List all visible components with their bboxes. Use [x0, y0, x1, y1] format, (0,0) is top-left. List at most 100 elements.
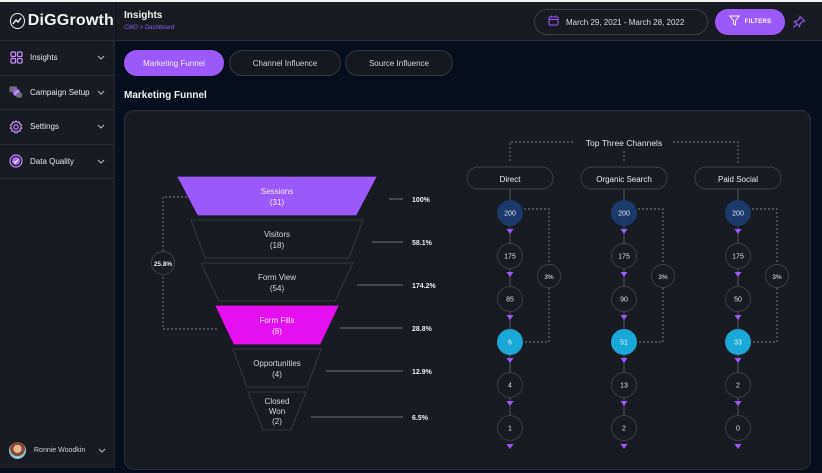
channel-node[interactable] [725, 286, 751, 312]
funnel-stage-closed-won[interactable] [247, 391, 307, 431]
page-title: Insights [124, 10, 163, 21]
channel-conversion-bubble [537, 264, 561, 288]
channel-conversion-bubble [765, 264, 789, 288]
funnel-stage-percent: 6.5% [412, 415, 429, 422]
channel-node[interactable] [725, 329, 751, 355]
sidebar-item-data-quality[interactable]: Data Quality [0, 145, 114, 179]
channel-node[interactable] [611, 372, 637, 398]
check-badge-icon [9, 154, 23, 168]
channel-node-value: 2 [622, 426, 626, 433]
flow-arrow-icon [620, 229, 628, 234]
user-menu[interactable]: Ronnie Woodkin [0, 432, 115, 468]
channel-node[interactable] [497, 243, 523, 269]
channel-node-value: 33 [734, 340, 742, 347]
channel-conversion-bracket [752, 208, 778, 343]
channel-node[interactable] [497, 329, 523, 355]
funnel-stage-percent: 58.1% [412, 240, 433, 247]
channel-node-value: 51 [620, 340, 628, 347]
channel-node-value: 175 [618, 254, 630, 261]
sidebar-item-campaign-setup[interactable]: Campaign Setup [0, 76, 114, 110]
channels-bracket-left [509, 141, 573, 163]
channel-node[interactable] [611, 200, 637, 226]
chevron-down-icon[interactable] [96, 159, 106, 164]
tab-channel-influence[interactable]: Channel Influence [229, 50, 341, 76]
tab-marketing-funnel[interactable]: Marketing Funnel [124, 50, 224, 76]
funnel-stage-sessions[interactable] [177, 176, 377, 216]
channel-node-value: 4 [508, 383, 512, 390]
funnel-stage-label: Form View [258, 273, 296, 282]
channel-name: Paid Social [718, 175, 758, 184]
channel-conversion-bubble [651, 264, 675, 288]
funnel-stage-percent: 174.2% [412, 283, 437, 290]
sidebar-item-label: Insights [30, 53, 58, 63]
sidebar-item-insights[interactable]: Insights [0, 41, 114, 76]
chevron-down-icon[interactable] [96, 55, 106, 60]
funnel-visualization: Sessions (31) 100% Visitors (18) 58.1% Form Vi… [151, 138, 789, 449]
channel-node[interactable] [497, 200, 523, 226]
funnel-stage-count: (31) [270, 198, 285, 207]
channel-node[interactable] [611, 243, 637, 269]
channels-bracket-right [673, 141, 739, 163]
flow-arrow-icon [620, 358, 628, 363]
channel-node[interactable] [611, 415, 637, 441]
funnel-stage-count: (2) [272, 417, 282, 426]
filters-button[interactable]: FILTERS [715, 9, 785, 35]
pin-icon[interactable] [792, 15, 806, 29]
sidebar-item-settings[interactable]: Settings [0, 110, 114, 145]
funnel-stage-opportunities[interactable] [232, 348, 322, 388]
channel-node[interactable] [497, 286, 523, 312]
flow-arrow-icon [506, 229, 514, 234]
chevron-down-icon[interactable] [96, 90, 106, 95]
flow-arrow-icon [734, 444, 742, 449]
chevron-down-icon[interactable] [96, 124, 106, 129]
funnel-stage-label: Closed [265, 397, 290, 406]
channel-node[interactable] [497, 415, 523, 441]
date-range-picker[interactable]: March 29, 2021 - March 28, 2022 [534, 9, 708, 35]
channel-node-value: 175 [504, 254, 516, 261]
funnel-stage-label: Form Fills [259, 316, 294, 325]
channel-node-value: 200 [504, 211, 516, 218]
channel-conversion-label: 3% [772, 274, 782, 281]
channel-node[interactable] [497, 372, 523, 398]
flow-arrow-icon [506, 272, 514, 277]
flow-arrow-icon [620, 272, 628, 277]
funnel-panel: Sessions (31) 100% Visitors (18) 58.1% Form Vi… [124, 110, 811, 470]
funnel-stage-form-view[interactable] [200, 262, 354, 302]
channel-conversion-label: 3% [658, 274, 668, 281]
channel-node[interactable] [725, 372, 751, 398]
gear-icon [9, 119, 23, 134]
filter-funnel-icon [728, 13, 740, 31]
channel-node[interactable] [725, 243, 751, 269]
funnel-stage-count: (18) [270, 241, 285, 250]
funnel-stage-label: Sessions [261, 187, 293, 196]
channel-node[interactable] [611, 329, 637, 355]
calendar-icon [548, 13, 559, 31]
channel-node[interactable] [611, 286, 637, 312]
channel-node[interactable] [725, 200, 751, 226]
funnel-stage-form-fills[interactable] [215, 305, 339, 345]
logo[interactable]: DiGGrowth [0, 2, 114, 41]
funnel-stage-visitors[interactable] [190, 219, 364, 259]
flow-arrow-icon [734, 358, 742, 363]
section-title: Marketing Funnel [124, 90, 207, 101]
date-range-text: March 29, 2021 - March 28, 2022 [566, 17, 685, 27]
tab-source-influence[interactable]: Source Influence [345, 50, 453, 76]
channel-node-value: 50 [734, 297, 742, 304]
avatar [9, 441, 26, 459]
channel-node[interactable] [725, 415, 751, 441]
channel-node-value: 85 [506, 297, 514, 304]
chevron-down-icon[interactable] [97, 448, 107, 453]
top-border [0, 0, 822, 2]
channel-node-value: 200 [732, 211, 744, 218]
funnel-stage-percent: 28.8% [412, 326, 433, 333]
flow-arrow-icon [620, 401, 628, 406]
flow-arrow-icon [734, 229, 742, 234]
funnel-stage-count: (8) [272, 327, 282, 336]
channel-conversion-bracket [524, 208, 550, 343]
flow-arrow-icon [506, 315, 514, 320]
flow-arrow-icon [506, 358, 514, 363]
funnel-stage-count: (54) [270, 284, 285, 293]
funnel-stage-label: Won [269, 407, 285, 416]
breadcrumb[interactable]: CMO > Dashboard [124, 25, 175, 31]
channels-title: Top Three Channels [586, 138, 662, 148]
